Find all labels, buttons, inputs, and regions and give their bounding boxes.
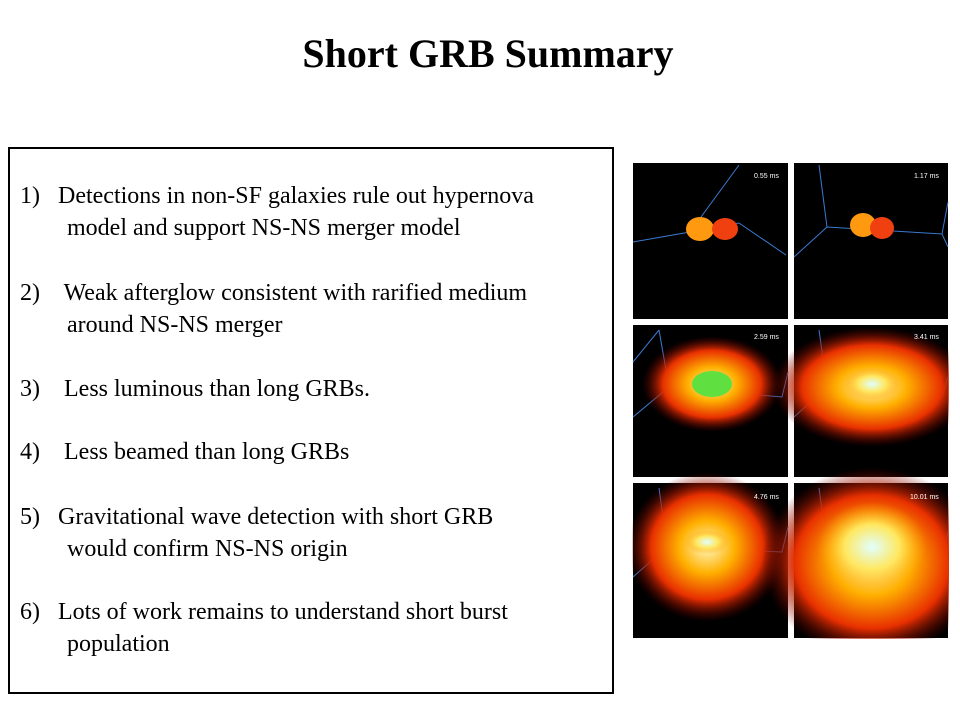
- timestamp-3: 2.59 ms: [754, 334, 779, 341]
- merger-simulation-image: 0.55 ms 1.17 ms 2.59 ms 3.41 ms 4.76 ms …: [632, 162, 949, 639]
- timestamp-6: 10.01 ms: [910, 494, 939, 501]
- item-4: 4) Less beamed than long GRBs: [20, 439, 350, 465]
- item-6: 6) Lots of work remains to understand sh…: [20, 599, 508, 625]
- item-5: 5) Gravitational wave detection with sho…: [20, 504, 494, 530]
- item-1-cont: model and support NS-NS merger model: [67, 215, 461, 241]
- item-3: 3) Less luminous than long GRBs.: [20, 376, 371, 402]
- item-5-cont: would confirm NS-NS origin: [67, 536, 348, 562]
- slide-title: Short GRB Summary: [302, 31, 674, 76]
- timestamp-4: 3.41 ms: [914, 334, 939, 341]
- timestamp-5: 4.76 ms: [754, 494, 779, 501]
- summary-box: 1) Detections in non-SF galaxies rule ou…: [8, 147, 614, 694]
- panel-2: [794, 163, 948, 319]
- item-2-cont: around NS-NS merger: [67, 312, 283, 338]
- timestamp-1: 0.55 ms: [754, 173, 779, 180]
- item-6-cont: population: [67, 631, 170, 657]
- item-2: 2) Weak afterglow consistent with rarifi…: [20, 280, 528, 306]
- item-1: 1) Detections in non-SF galaxies rule ou…: [20, 183, 534, 209]
- timestamp-2: 1.17 ms: [914, 173, 939, 180]
- panel-1: [633, 163, 788, 319]
